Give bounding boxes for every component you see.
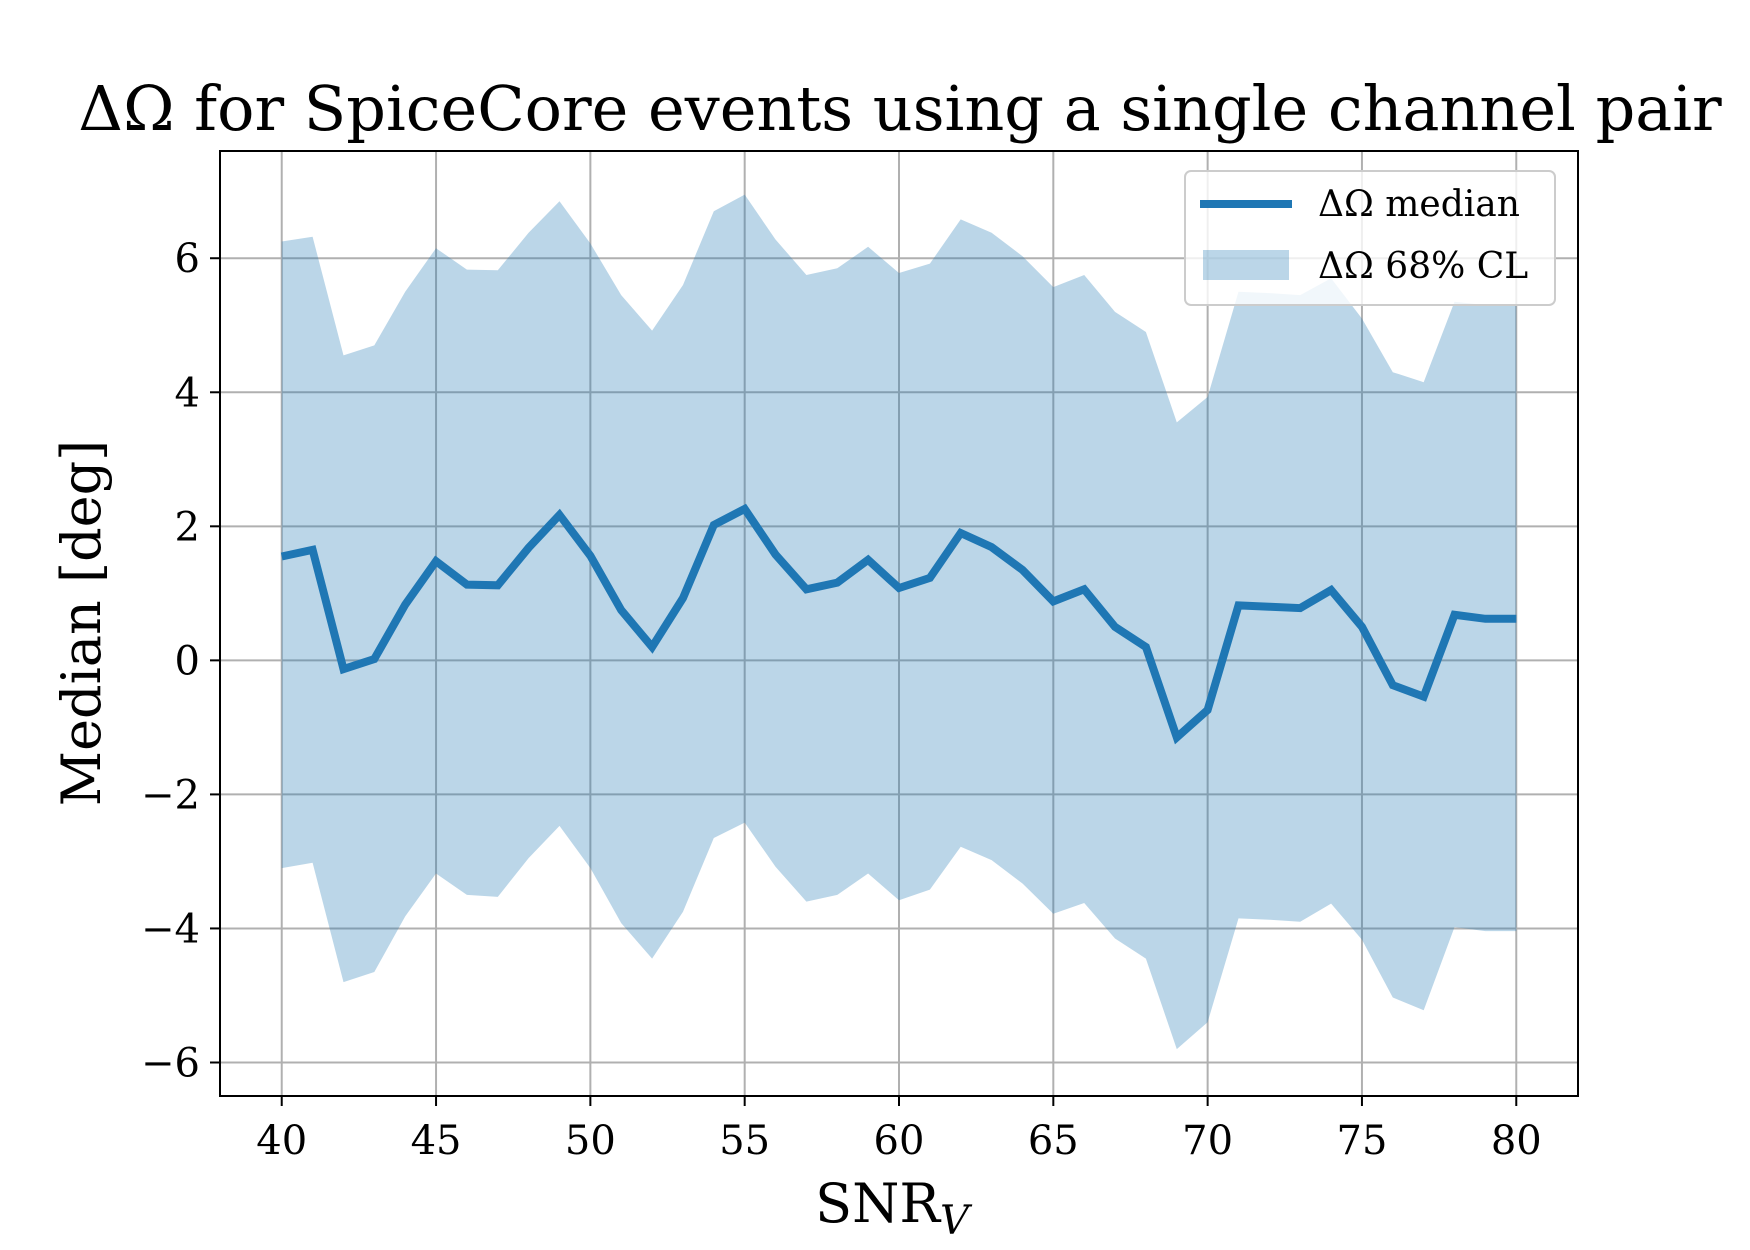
x-tick-label: 55 (719, 1118, 770, 1164)
x-tick-label: 80 (1491, 1118, 1542, 1164)
y-tick-label: 2 (175, 504, 200, 550)
y-tick-label: −2 (141, 772, 200, 818)
legend-band-label: ΔΩ 68% CL (1318, 246, 1528, 287)
x-axis: 40 45 50 55 60 65 70 75 80 (256, 1096, 1542, 1164)
legend-median-label: ΔΩ median (1318, 184, 1520, 225)
x-tick-label: 40 (256, 1118, 307, 1164)
x-tick-label: 70 (1182, 1118, 1233, 1164)
x-tick-label: 75 (1337, 1118, 1388, 1164)
y-tick-label: 4 (175, 370, 200, 416)
x-tick-label: 45 (411, 1118, 462, 1164)
y-tick-label: −4 (141, 906, 200, 952)
legend-band-swatch (1203, 250, 1289, 280)
band-68cl-area (281, 194, 1517, 1050)
confidence-band (281, 194, 1517, 1050)
y-axis-label: Median [deg] (50, 440, 113, 806)
y-tick-label: 6 (175, 236, 200, 282)
y-tick-label: −6 (141, 1040, 200, 1086)
x-tick-label: 50 (565, 1118, 616, 1164)
x-tick-label: 65 (1028, 1118, 1079, 1164)
x-axis-label: SNRV (815, 1172, 973, 1244)
median-series-line (280, 503, 1517, 745)
y-axis: −6 −4 −2 0 2 4 6 (141, 236, 220, 1086)
y-tick-label: 0 (175, 638, 200, 684)
x-tick-label: 60 (874, 1118, 925, 1164)
chart-title: ΔΩ for SpiceCore events using a single c… (78, 72, 1722, 145)
legend: ΔΩ median ΔΩ 68% CL (1184, 170, 1556, 306)
grid (220, 151, 1578, 1096)
median-line-layer (280, 503, 1517, 745)
